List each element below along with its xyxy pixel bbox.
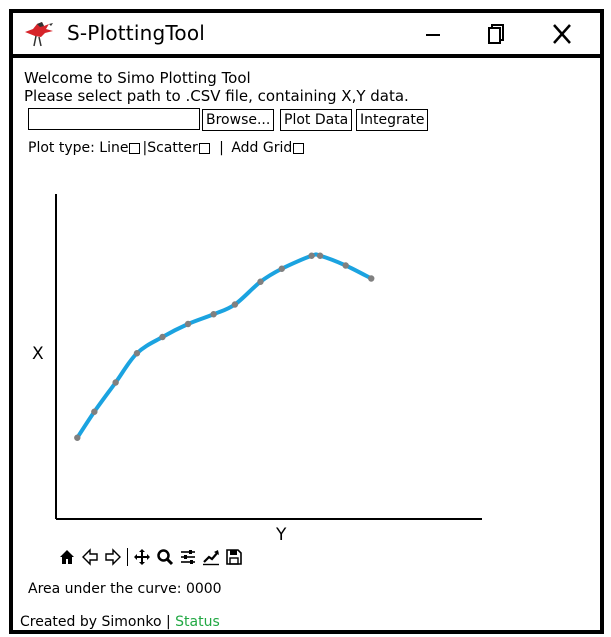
add-grid-label: Add Grid xyxy=(231,140,293,156)
data-point xyxy=(231,301,239,308)
data-point xyxy=(159,333,166,341)
plot-data-button[interactable]: Plot Data xyxy=(280,109,353,131)
data-point xyxy=(257,278,264,285)
data-point xyxy=(342,262,349,269)
data-point xyxy=(112,379,119,386)
home-icon xyxy=(60,550,74,564)
configure-button[interactable] xyxy=(178,547,198,567)
back-button[interactable] xyxy=(80,547,100,567)
created-by: Created by Simonko xyxy=(20,614,162,630)
plot-area xyxy=(55,194,482,520)
edit-curve-button[interactable] xyxy=(201,547,221,567)
area-result: Area under the curve: 0000 xyxy=(28,580,222,598)
data-point xyxy=(74,434,81,441)
browse-button[interactable]: Browse... xyxy=(202,109,275,131)
footer: Created by Simonko | Status xyxy=(20,613,220,631)
app-window: S-PlottingTool Welcome to Simo Plotting … xyxy=(9,9,604,634)
data-point xyxy=(308,252,315,259)
forward-icon xyxy=(105,548,121,566)
options-separator: | xyxy=(219,140,224,156)
welcome-text: Welcome to Simo Plotting Tool xyxy=(24,69,251,87)
grid-checkbox[interactable] xyxy=(293,142,305,154)
line-checkbox[interactable] xyxy=(129,142,141,154)
scatter-checkbox[interactable] xyxy=(198,142,210,154)
minimize-button[interactable] xyxy=(413,17,453,51)
area-value: 0000 xyxy=(185,581,222,597)
data-point xyxy=(210,311,217,318)
title-bar: S-PlottingTool xyxy=(13,13,600,58)
forward-button[interactable] xyxy=(103,547,123,567)
plot-type-label: Plot type: xyxy=(28,140,95,156)
save-button[interactable] xyxy=(224,547,244,567)
csv-path-input[interactable] xyxy=(28,108,200,130)
toolbar-divider xyxy=(127,548,128,566)
data-point xyxy=(133,350,141,357)
edit-curve-icon xyxy=(203,550,219,566)
series-line xyxy=(75,252,374,440)
status-label[interactable]: Status xyxy=(175,614,220,630)
pan-icon xyxy=(134,549,150,565)
data-point xyxy=(278,265,285,272)
plot-options: Plot type: Line |Scatter | Add Grid xyxy=(28,139,306,157)
x-axis-label: Y xyxy=(276,525,287,545)
y-axis-label: X xyxy=(32,344,44,364)
bird-logo-icon xyxy=(25,22,53,47)
scatter-label: Scatter xyxy=(147,140,198,156)
window-title: S-PlottingTool xyxy=(67,21,206,45)
close-button[interactable] xyxy=(542,17,582,51)
save-icon xyxy=(226,549,242,565)
data-point xyxy=(368,275,375,282)
footer-separator: | xyxy=(165,614,171,630)
integrate-button[interactable]: Integrate xyxy=(356,109,429,131)
minimize-icon xyxy=(426,34,440,36)
maximize-button[interactable] xyxy=(476,17,516,51)
options-separator: | xyxy=(142,140,148,156)
maximize-icon xyxy=(488,24,504,44)
plot-toolbar xyxy=(57,547,244,567)
back-icon xyxy=(82,548,98,566)
line-label: Line xyxy=(99,140,129,156)
instruction-text: Please select path to .CSV file, contain… xyxy=(24,87,409,105)
data-point xyxy=(91,408,98,415)
data-point xyxy=(316,252,324,259)
area-label: Area under the curve: xyxy=(28,581,182,597)
pan-button[interactable] xyxy=(132,547,152,567)
configure-icon xyxy=(181,550,195,564)
close-icon xyxy=(553,24,571,44)
zoom-icon xyxy=(157,549,174,566)
zoom-button[interactable] xyxy=(155,547,175,567)
home-button[interactable] xyxy=(57,547,77,567)
data-point xyxy=(184,320,192,328)
